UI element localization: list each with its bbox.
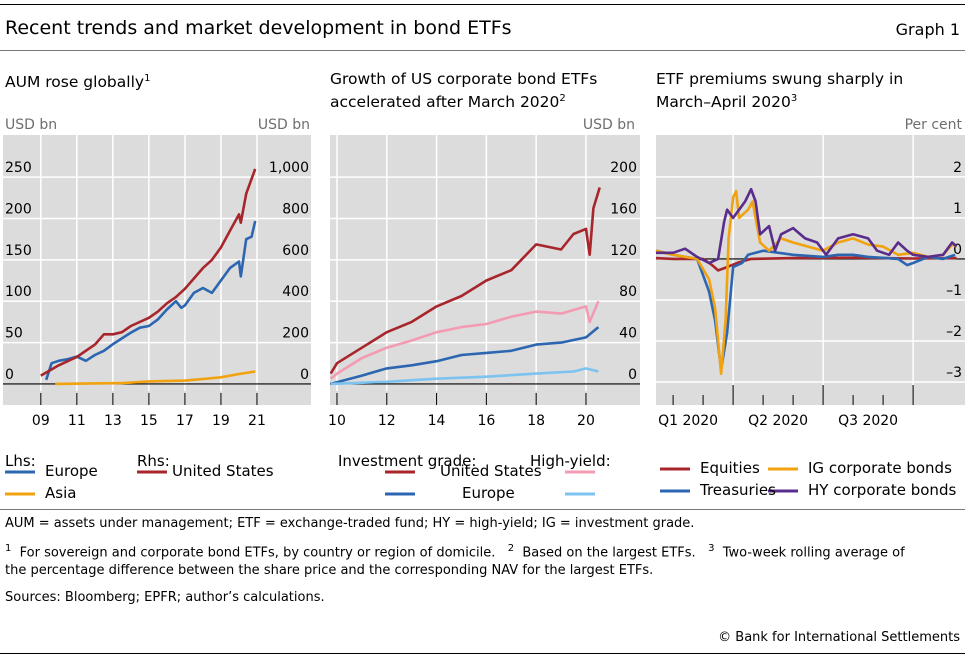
legend-lhs-label: Lhs: bbox=[5, 452, 36, 470]
panel2-title-text: Growth of US corporate bond ETFs acceler… bbox=[330, 70, 598, 112]
notes-rule bbox=[0, 509, 965, 510]
fn1-num: 1 bbox=[5, 543, 12, 554]
legend-rhs-label: Rhs: bbox=[137, 452, 170, 470]
panel3-title-text: ETF premiums swung sharply in March–Apri… bbox=[656, 70, 904, 112]
panel2-x-tick-label: 20 bbox=[577, 413, 595, 429]
fn3-a: Two-week rolling average of bbox=[722, 545, 905, 561]
top-rule bbox=[0, 4, 965, 5]
panel1-left-tick-label: 0 bbox=[5, 367, 14, 383]
series-line-asia bbox=[55, 370, 256, 386]
panel3-tick-label: 0 bbox=[953, 242, 962, 258]
panel3-tick-label: –3 bbox=[946, 365, 962, 381]
panel3-title: ETF premiums swung sharply in March–Apri… bbox=[656, 69, 906, 112]
panel3-tick-label: 2 bbox=[953, 160, 962, 176]
panel2-x-tick-label: 10 bbox=[328, 413, 346, 429]
panel2-x-tick-label: 14 bbox=[428, 413, 446, 429]
panel2-tick-label: 120 bbox=[610, 243, 637, 259]
panel2-title: Growth of US corporate bond ETFs acceler… bbox=[330, 69, 630, 112]
panel1-title: AUM rose globally1 bbox=[5, 69, 150, 92]
panel1-title-text: AUM rose globally bbox=[5, 73, 145, 92]
panel1-left-tick-label: 150 bbox=[5, 243, 32, 259]
panel1-x-tick-label: 13 bbox=[104, 413, 122, 429]
legend-row-united-states: United States bbox=[440, 462, 542, 480]
panel1-note-ref: 1 bbox=[144, 73, 151, 84]
panel1-left-tick-label: 250 bbox=[5, 160, 32, 176]
title-rule bbox=[0, 50, 965, 51]
series-line-high-yield-europe bbox=[330, 367, 599, 386]
legend-row-europe: Europe bbox=[462, 484, 515, 502]
legend-united-states: United States bbox=[172, 462, 274, 480]
panel1-right-tick-label: 400 bbox=[282, 284, 309, 300]
panel2-note-ref: 2 bbox=[559, 93, 566, 104]
panel1-right-tick-label: 600 bbox=[282, 243, 309, 259]
legend-hy-corporate: HY corporate bonds bbox=[808, 481, 957, 499]
panel1-right-tick-label: 200 bbox=[282, 326, 309, 342]
panel2-tick-label: 160 bbox=[610, 202, 637, 218]
bottom-rule bbox=[0, 653, 965, 654]
footnotes-line1: 1 For sovereign and corporate bond ETFs,… bbox=[5, 543, 905, 560]
legend-hy-label: High-yield: bbox=[530, 452, 611, 470]
panel1-plot-area bbox=[3, 135, 311, 405]
legend-europe: Europe bbox=[45, 462, 98, 480]
panel3-note-ref: 3 bbox=[790, 93, 798, 104]
panel2-x-tick-label: 16 bbox=[477, 413, 495, 429]
series-line-treasuries bbox=[655, 249, 956, 372]
panel3-tick-label: 1 bbox=[953, 201, 962, 217]
panel3-tick-label: –1 bbox=[946, 283, 962, 299]
panel1-right-unit: USD bn bbox=[257, 117, 310, 133]
series-line-investment-grade-europe bbox=[330, 326, 600, 386]
graph-number: Graph 1 bbox=[895, 20, 960, 39]
panel2-plot-area bbox=[330, 135, 640, 405]
panel1-right-tick-label: 1,000 bbox=[269, 160, 309, 176]
footnotes-line2: the percentage difference between the sh… bbox=[5, 563, 654, 578]
panel1-right-tick-label: 800 bbox=[282, 202, 309, 218]
fn1: For sovereign and corporate bond ETFs, b… bbox=[19, 545, 496, 561]
legend-ig-corporate: IG corporate bonds bbox=[808, 459, 952, 477]
copyright: © Bank for International Settlements bbox=[718, 630, 960, 645]
panel1-x-tick-label: 17 bbox=[176, 413, 194, 429]
series-line-united-states bbox=[40, 168, 257, 377]
legend-equities: Equities bbox=[700, 459, 760, 477]
panel1-x-tick-label: 21 bbox=[248, 413, 266, 429]
series-line-hy-corporate-bonds bbox=[656, 187, 958, 265]
panel2-tick-label: 40 bbox=[619, 326, 637, 342]
panel3-x-tick-label: Q2 2020 bbox=[748, 413, 808, 429]
panel2-x-tick-label: 12 bbox=[378, 413, 396, 429]
fn2: Based on the largest ETFs. bbox=[522, 545, 696, 561]
panel2-tick-label: 80 bbox=[619, 284, 637, 300]
panel3-x-tick-label: Q1 2020 bbox=[658, 413, 718, 429]
fn2-num: 2 bbox=[507, 543, 515, 554]
panel3-x-tick-label: Q3 2020 bbox=[838, 413, 898, 429]
graph-title: Recent trends and market development in … bbox=[5, 17, 512, 39]
panel1-x-tick-label: 19 bbox=[212, 413, 230, 429]
panel1-left-tick-label: 50 bbox=[5, 326, 23, 342]
series-line-ig-corporate-bonds bbox=[655, 189, 958, 376]
panel3-tick-label: –2 bbox=[946, 324, 962, 340]
panel1-x-tick-label: 15 bbox=[140, 413, 158, 429]
series-line-europe bbox=[44, 220, 257, 381]
series-line-high-yield-united-states bbox=[329, 300, 600, 380]
panel2-x-tick-label: 18 bbox=[527, 413, 545, 429]
legend-asia: Asia bbox=[45, 484, 77, 502]
abbreviations-note: AUM = assets under management; ETF = exc… bbox=[5, 516, 695, 531]
panel1-right-tick-label: 0 bbox=[300, 367, 309, 383]
panel1-left-unit: USD bn bbox=[5, 117, 58, 133]
series-line-investment-grade-united-states bbox=[329, 187, 601, 375]
panel2-unit: USD bn bbox=[582, 117, 635, 133]
panel2-tick-label: 0 bbox=[628, 367, 637, 383]
legend-ig-label: Investment grade: bbox=[338, 452, 477, 470]
panel1-x-tick-label: 11 bbox=[68, 413, 86, 429]
sources-note: Sources: Bloomberg; EPFR; author’s calcu… bbox=[5, 590, 325, 605]
panel3-unit: Per cent bbox=[904, 117, 962, 133]
panel2-tick-label: 200 bbox=[610, 160, 637, 176]
panel1-left-tick-label: 100 bbox=[5, 284, 32, 300]
panel1-x-tick-label: 09 bbox=[32, 413, 50, 429]
panel1-left-tick-label: 200 bbox=[5, 202, 32, 218]
fn3-num: 3 bbox=[708, 543, 715, 554]
legend-treasuries: Treasuries bbox=[700, 481, 776, 499]
